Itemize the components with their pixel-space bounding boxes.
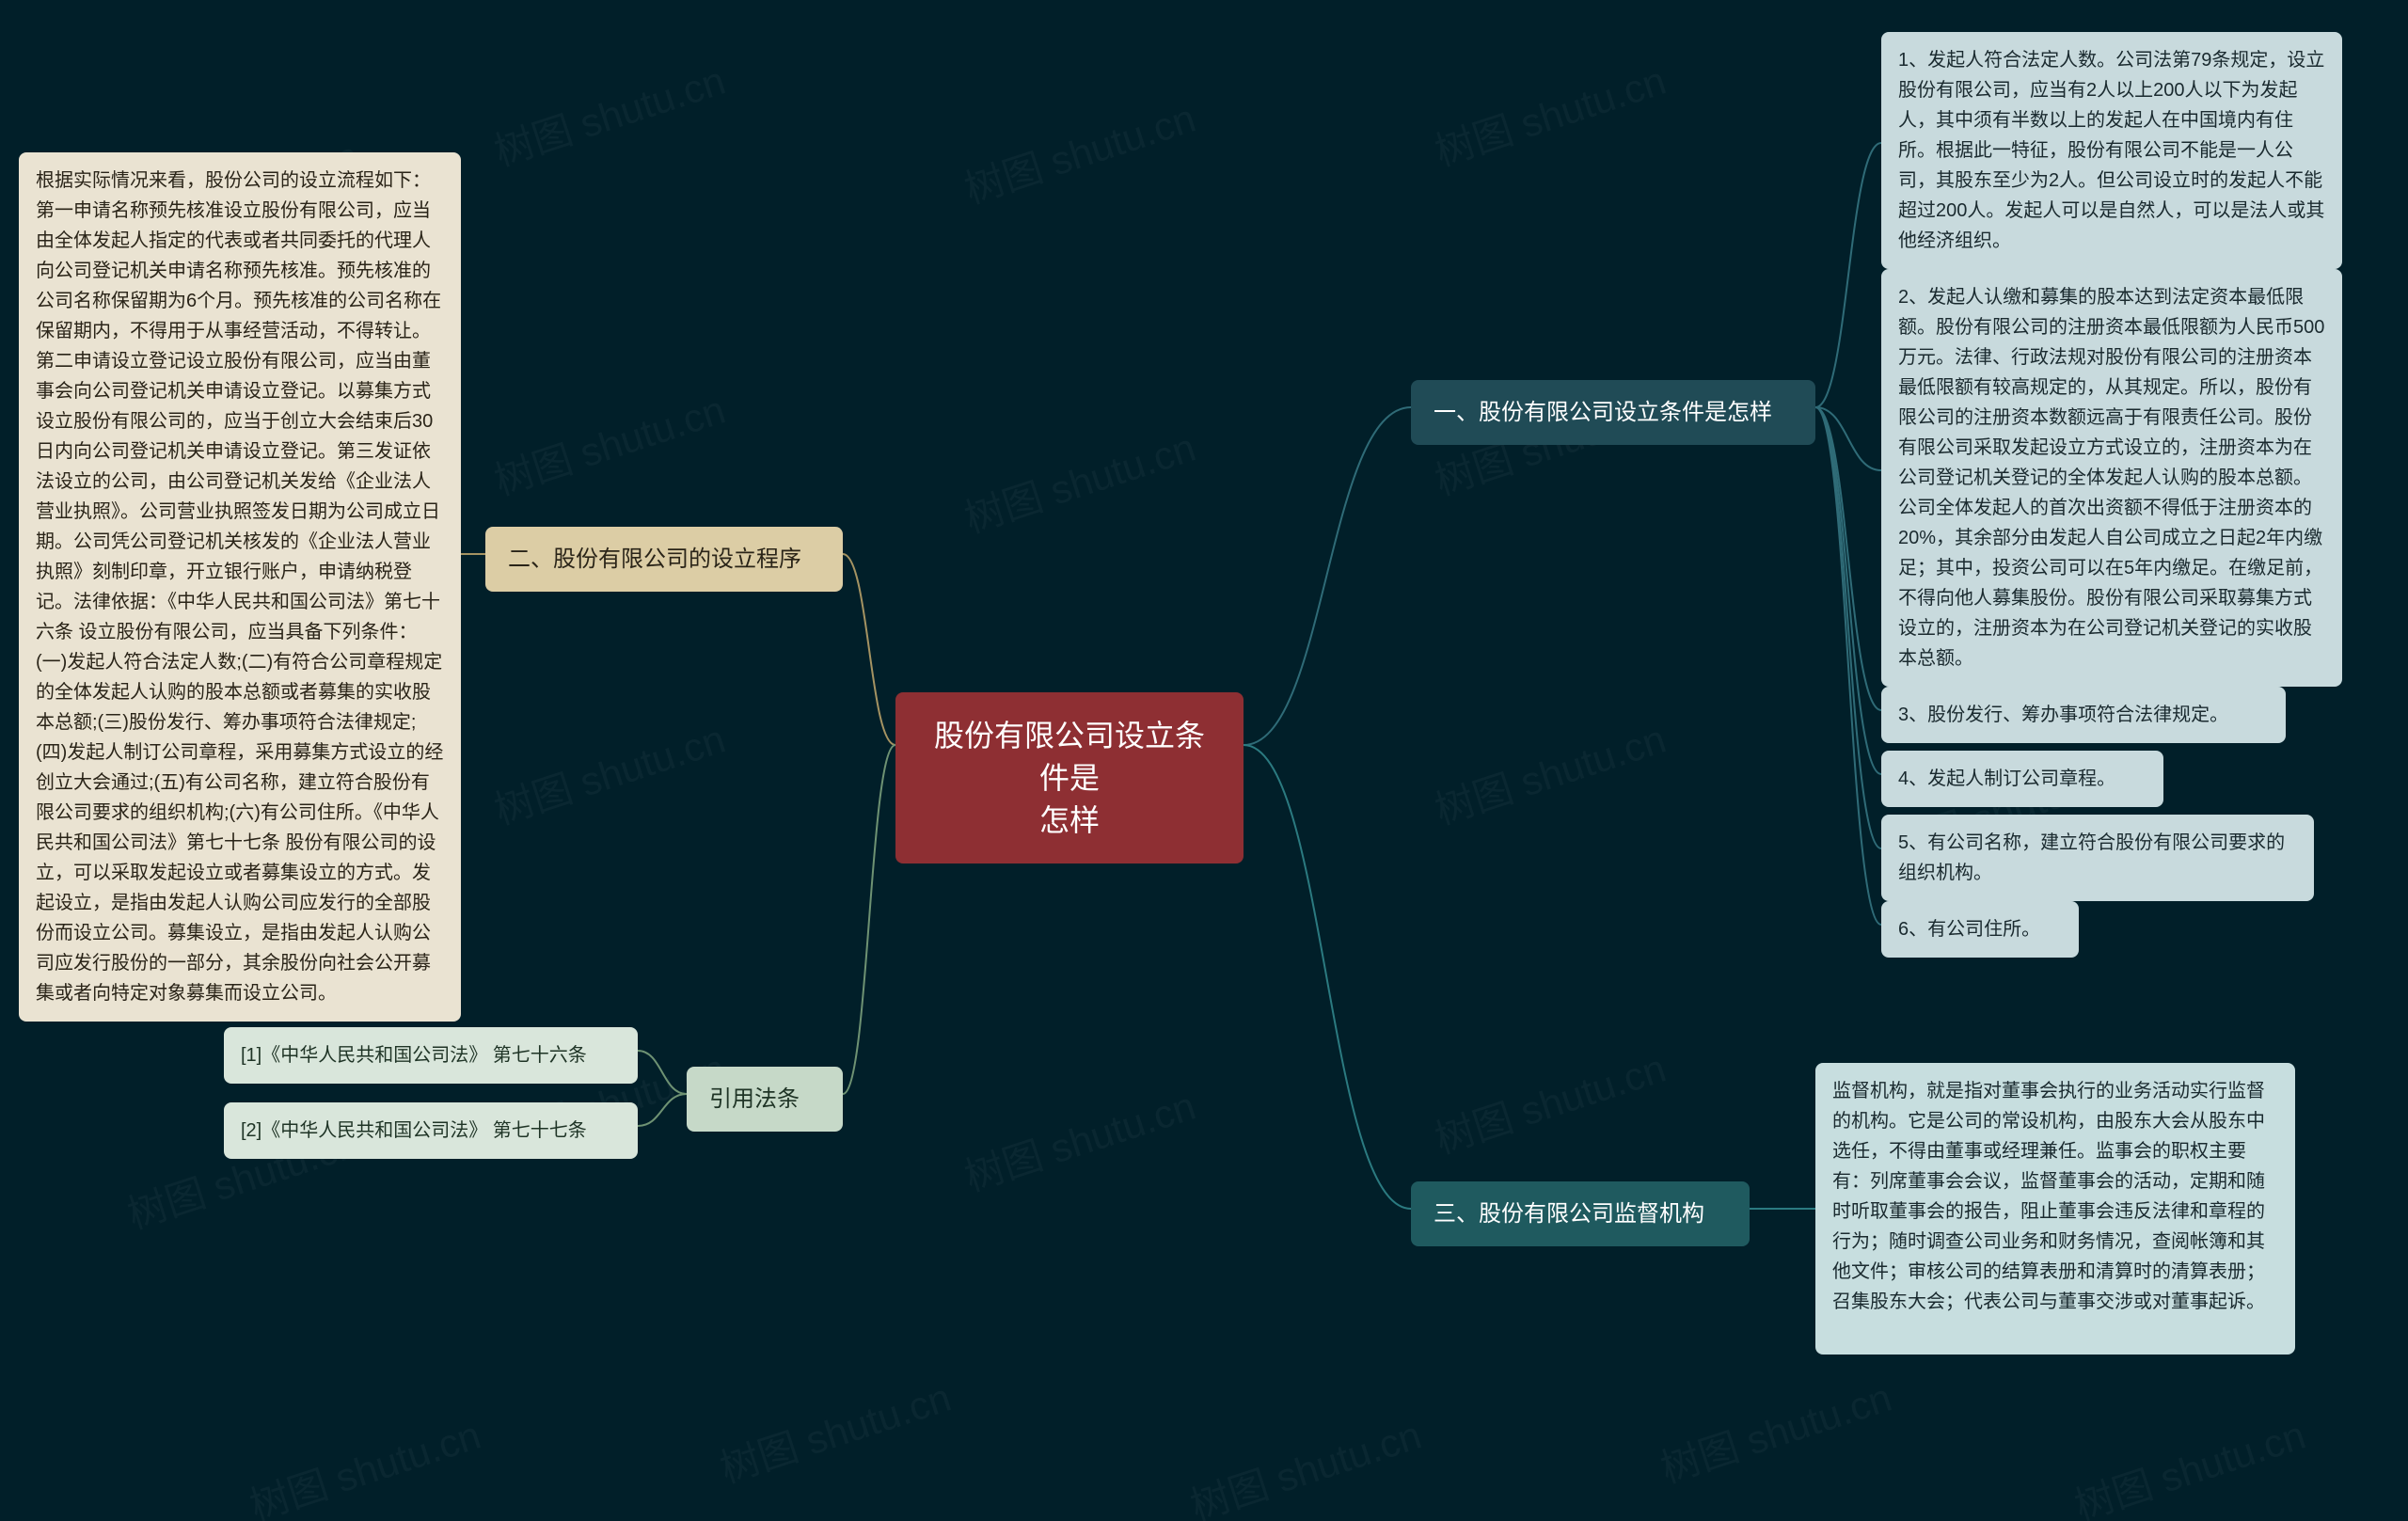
watermark-text: 树图 shutu.cn xyxy=(1427,49,1672,178)
leaf-b4-0[interactable]: [1]《中华人民共和国公司法》 第七十六条 xyxy=(224,1027,638,1084)
watermark-text: 树图 shutu.cn xyxy=(1427,1037,1672,1165)
leaf-b1-5[interactable]: 6、有公司住所。 xyxy=(1881,901,2079,958)
leaf-b1-3[interactable]: 4、发起人制订公司章程。 xyxy=(1881,751,2163,807)
watermark-text: 树图 shutu.cn xyxy=(712,1366,958,1495)
leaf-b1-4[interactable]: 5、有公司名称，建立符合股份有限公司要求的组织机构。 xyxy=(1881,815,2314,901)
watermark-text: 树图 shutu.cn xyxy=(1653,1366,1898,1495)
watermark-text: 树图 shutu.cn xyxy=(242,1403,487,1521)
leaf-b2-0[interactable]: 根据实际情况来看，股份公司的设立流程如下：第一申请名称预先核准设立股份有限公司，… xyxy=(19,152,461,1022)
leaf-b1-1[interactable]: 2、发起人认缴和募集的股本达到法定资本最低限额。股份有限公司的注册资本最低限额为… xyxy=(1881,269,2342,687)
leaf-b3-0[interactable]: 监督机构，就是指对董事会执行的业务活动实行监督的机构。它是公司的常设机构，由股东… xyxy=(1815,1063,2295,1355)
branch-procedure[interactable]: 二、股份有限公司的设立程序 xyxy=(485,527,843,592)
watermark-text: 树图 shutu.cn xyxy=(957,87,1202,215)
branch-conditions[interactable]: 一、股份有限公司设立条件是怎样 xyxy=(1411,380,1815,445)
watermark-text: 树图 shutu.cn xyxy=(1182,1403,1428,1521)
watermark-text: 树图 shutu.cn xyxy=(2067,1403,2312,1521)
watermark-text: 树图 shutu.cn xyxy=(486,378,732,507)
leaf-b4-1[interactable]: [2]《中华人民共和国公司法》 第七十七条 xyxy=(224,1102,638,1159)
leaf-b1-2[interactable]: 3、股份发行、筹办事项符合法律规定。 xyxy=(1881,687,2286,743)
branch-supervision[interactable]: 三、股份有限公司监督机构 xyxy=(1411,1181,1750,1246)
watermark-text: 树图 shutu.cn xyxy=(957,416,1202,545)
root-node[interactable]: 股份有限公司设立条件是怎样 xyxy=(895,692,1244,863)
watermark-text: 树图 shutu.cn xyxy=(486,49,732,178)
branch-citations[interactable]: 引用法条 xyxy=(687,1067,843,1132)
watermark-text: 树图 shutu.cn xyxy=(1427,707,1672,836)
leaf-b1-0[interactable]: 1、发起人符合法定人数。公司法第79条规定，设立股份有限公司，应当有2人以上20… xyxy=(1881,32,2342,269)
watermark-text: 树图 shutu.cn xyxy=(486,707,732,836)
watermark-text: 树图 shutu.cn xyxy=(957,1074,1202,1203)
